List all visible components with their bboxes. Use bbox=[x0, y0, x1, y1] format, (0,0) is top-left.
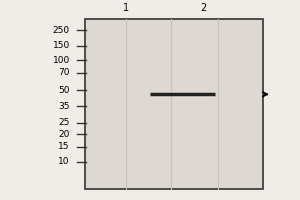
Text: 50: 50 bbox=[58, 86, 70, 95]
Text: 70: 70 bbox=[58, 68, 70, 77]
Text: 2: 2 bbox=[200, 3, 207, 13]
Text: 250: 250 bbox=[52, 26, 70, 35]
Text: 20: 20 bbox=[58, 130, 70, 139]
Text: 35: 35 bbox=[58, 102, 70, 111]
Text: 150: 150 bbox=[52, 41, 70, 50]
Text: 15: 15 bbox=[58, 142, 70, 151]
Text: 10: 10 bbox=[58, 157, 70, 166]
Text: 1: 1 bbox=[123, 3, 129, 13]
Bar bbox=[85, 19, 263, 189]
Text: 25: 25 bbox=[58, 118, 70, 127]
Text: 100: 100 bbox=[52, 56, 70, 65]
